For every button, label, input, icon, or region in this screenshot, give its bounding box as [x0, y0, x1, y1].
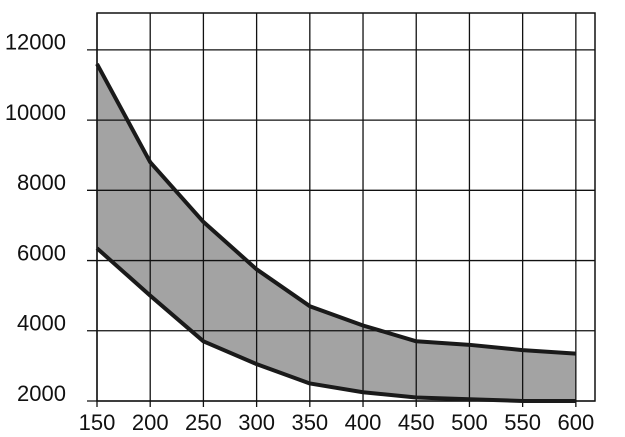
- x-tick-label: 250: [185, 410, 222, 435]
- x-tick-label: 450: [398, 410, 435, 435]
- series-line: [95, 62, 576, 356]
- x-tick-label: 550: [504, 410, 541, 435]
- band-area: [97, 63, 576, 401]
- x-tick-label: 400: [345, 410, 382, 435]
- y-tick-label: 8000: [17, 170, 66, 195]
- y-tick-label: 6000: [17, 240, 66, 265]
- x-tick-label: 600: [557, 410, 594, 435]
- x-tick-label: 500: [451, 410, 488, 435]
- y-tick-label: 4000: [17, 311, 66, 336]
- x-tick-label: 200: [132, 410, 169, 435]
- y-tick-label: 10000: [5, 100, 66, 125]
- plot-frame: [96, 12, 596, 402]
- x-tick-label: 300: [238, 410, 275, 435]
- x-tick-label: 350: [291, 410, 328, 435]
- series-line: [95, 246, 576, 403]
- y-tick-label: 12000: [5, 30, 66, 55]
- x-tick-label: 150: [79, 410, 116, 435]
- y-tick-label: 2000: [17, 381, 66, 406]
